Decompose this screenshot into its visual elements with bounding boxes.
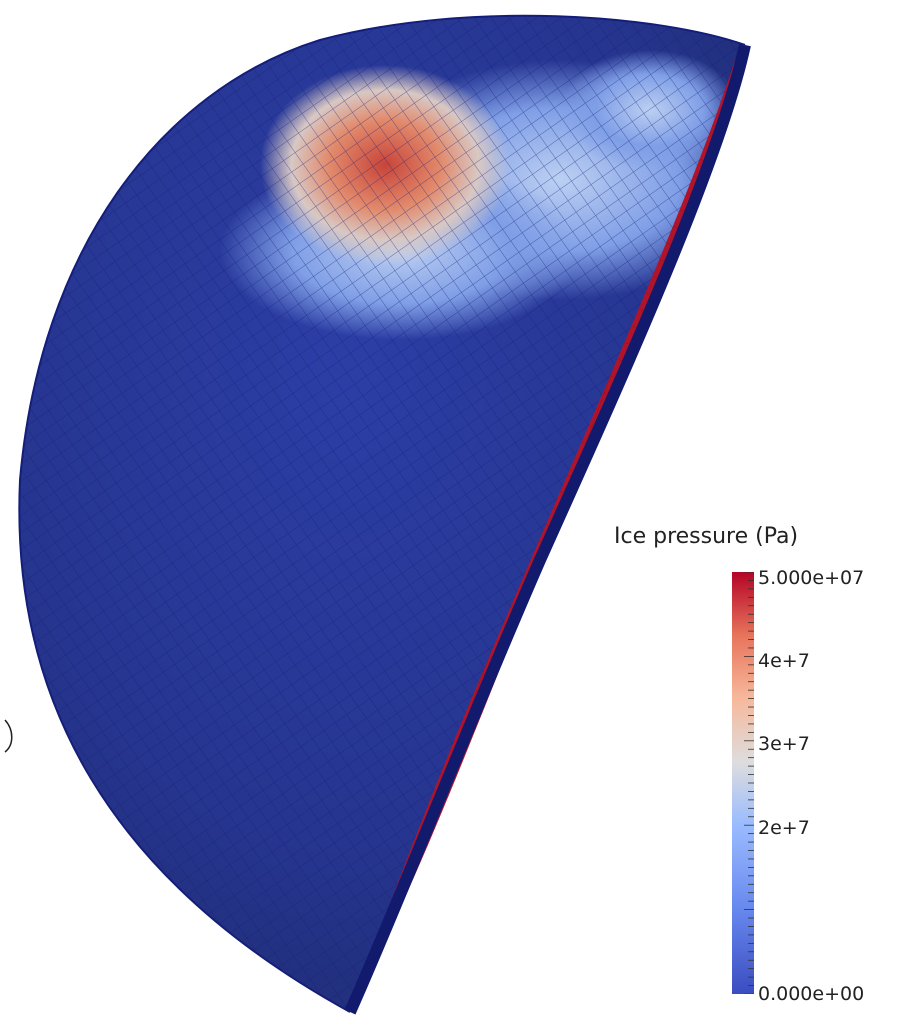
edge-artifact: [4, 719, 13, 753]
legend-title: Ice pressure (Pa): [614, 524, 799, 549]
shell-outline: [18, 14, 746, 1013]
colorbar-min-label: 0.000e+00: [758, 983, 865, 1005]
shell-rim: [344, 43, 751, 1015]
colorbar-tick-label: 2e+7: [758, 816, 810, 839]
colorbar: [732, 572, 754, 994]
colorbar-tick-label: 4e+7: [758, 650, 810, 673]
colorbar-max-label: 5.000e+07: [758, 567, 865, 589]
colorbar-tick-label: 3e+7: [758, 733, 810, 756]
colorbar-minor-ticks: [744, 572, 754, 994]
